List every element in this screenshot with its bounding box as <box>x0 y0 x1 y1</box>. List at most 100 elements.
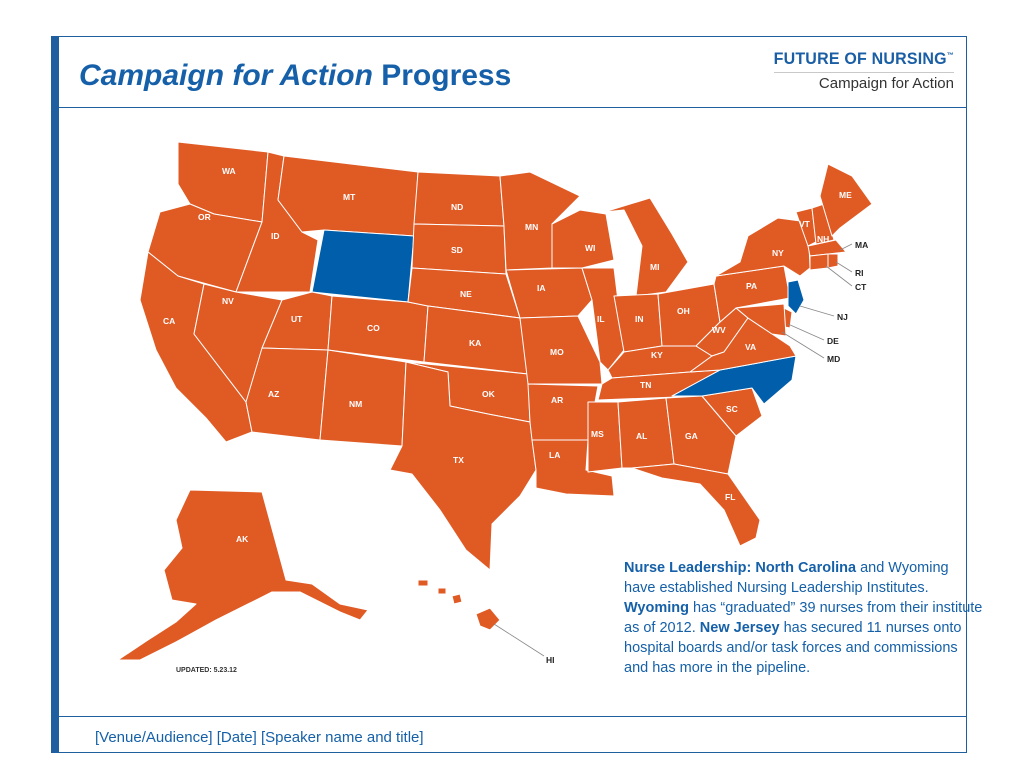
state-MO[interactable] <box>519 315 603 385</box>
footer-text: [Venue/Audience] [Date] [Speaker name an… <box>95 729 424 746</box>
footer: [Venue/Audience] [Date] [Speaker name an… <box>59 716 967 753</box>
state-CT[interactable] <box>809 253 829 271</box>
content-area <box>59 108 967 716</box>
label-GA: GA <box>685 431 698 441</box>
label-TN: TN <box>640 380 651 390</box>
updated-date: UPDATED: 5.23.12 <box>176 667 237 674</box>
state-LA[interactable] <box>531 439 615 497</box>
logo-tm: ™ <box>946 52 954 60</box>
callout-line-MD <box>781 331 825 359</box>
label-NV: NV <box>222 296 234 306</box>
label-NH: NH <box>817 234 829 244</box>
title-italic: Campaign for Action <box>79 59 373 92</box>
callout-line-NJ <box>799 305 835 317</box>
state-RI[interactable] <box>827 253 839 269</box>
label-MN: MN <box>525 222 538 232</box>
hawaii-island-small[interactable] <box>417 579 429 587</box>
state-HI[interactable] <box>475 607 501 631</box>
state-ME[interactable] <box>819 163 873 237</box>
note-bold-1: Nurse Leadership: North Carolina <box>624 560 857 576</box>
logo-line1-text: FUTURE OF NURSING <box>773 50 947 69</box>
label-MA: MA <box>855 240 868 250</box>
state-FL[interactable] <box>631 463 761 547</box>
label-NE: NE <box>460 289 472 299</box>
state-WY[interactable] <box>311 229 415 303</box>
label-OK: OK <box>482 389 496 399</box>
state-OR[interactable] <box>147 203 263 293</box>
label-CO: CO <box>367 323 380 333</box>
callout-line-CT <box>825 265 853 287</box>
label-LA: LA <box>549 450 560 460</box>
label-NM: NM <box>349 399 362 409</box>
label-WV: WV <box>712 325 726 335</box>
callout-line-DE <box>787 323 825 341</box>
label-PA: PA <box>746 281 757 291</box>
note-text-6: has secured 11 nurses onto hospital boar… <box>624 620 962 676</box>
label-UT: UT <box>291 314 303 324</box>
label-IA: IA <box>537 283 546 293</box>
state-CA[interactable] <box>139 251 253 443</box>
label-MI: MI <box>650 262 659 272</box>
logo-rule <box>773 72 954 73</box>
state-NY[interactable] <box>715 217 811 277</box>
label-IL: IL <box>597 314 605 324</box>
label-VT: VT <box>799 219 811 229</box>
hawaii-island-small[interactable] <box>437 587 447 595</box>
page-title: Campaign for Action Progress <box>79 59 511 93</box>
label-ME: ME <box>839 190 852 200</box>
accent-bar <box>51 36 59 753</box>
label-AR: AR <box>551 395 563 405</box>
label-TX: TX <box>453 455 464 465</box>
callout-line-RI <box>835 261 853 273</box>
state-MA[interactable] <box>807 239 847 257</box>
state-TX[interactable] <box>389 361 537 571</box>
callout-line-MA <box>839 243 853 251</box>
label-KA: KA <box>469 338 481 348</box>
header: Campaign for Action Progress FUTURE OF N… <box>59 36 967 108</box>
state-ND[interactable] <box>413 171 505 227</box>
state-AZ[interactable] <box>245 347 329 441</box>
note-text-2: and Wyoming have established Nursing Lea… <box>624 560 949 596</box>
label-WA: WA <box>222 166 236 176</box>
state-AK[interactable] <box>117 489 369 661</box>
note-text: Nurse Leadership: North Carolina and Wyo… <box>624 558 984 678</box>
label-VA: VA <box>745 342 756 352</box>
state-MI[interactable] <box>603 197 689 297</box>
label-NJ: NJ <box>837 312 848 322</box>
state-MD[interactable] <box>735 303 787 337</box>
label-IN: IN <box>635 314 644 324</box>
label-MD: MD <box>827 354 840 364</box>
label-AL: AL <box>636 431 647 441</box>
label-MS: MS <box>591 429 604 439</box>
label-SC: SC <box>726 404 738 414</box>
note-text-4: has “graduated” 39 nurses from their ins… <box>624 600 983 636</box>
state-IA[interactable] <box>505 267 593 319</box>
label-OR: OR <box>198 212 211 222</box>
label-DE: DE <box>827 336 839 346</box>
label-SD: SD <box>451 245 463 255</box>
label-OH: OH <box>677 306 690 316</box>
state-WI[interactable] <box>551 209 615 269</box>
title-rest: Progress <box>372 59 512 92</box>
note-bold-5: New Jersey <box>699 620 780 636</box>
label-NY: NY <box>772 248 784 258</box>
logo-line1: FUTURE OF NURSING™ <box>774 51 954 70</box>
label-ND: ND <box>451 202 463 212</box>
label-ID: ID <box>271 231 280 241</box>
label-WI: WI <box>585 243 595 253</box>
label-AK: AK <box>236 534 249 544</box>
label-FL: FL <box>725 492 735 502</box>
label-CT: CT <box>855 282 867 292</box>
label-CA: CA <box>163 316 175 326</box>
label-AZ: AZ <box>268 389 279 399</box>
hawaii-island-small[interactable] <box>451 593 463 605</box>
state-NM[interactable] <box>319 349 407 447</box>
note-bold-3: Wyoming <box>624 600 689 616</box>
state-NJ[interactable] <box>787 279 805 315</box>
label-RI: RI <box>855 268 864 278</box>
label-KY: KY <box>651 350 663 360</box>
logo: FUTURE OF NURSING™ Campaign for Action <box>773 51 954 92</box>
logo-line2: Campaign for Action <box>818 75 954 92</box>
